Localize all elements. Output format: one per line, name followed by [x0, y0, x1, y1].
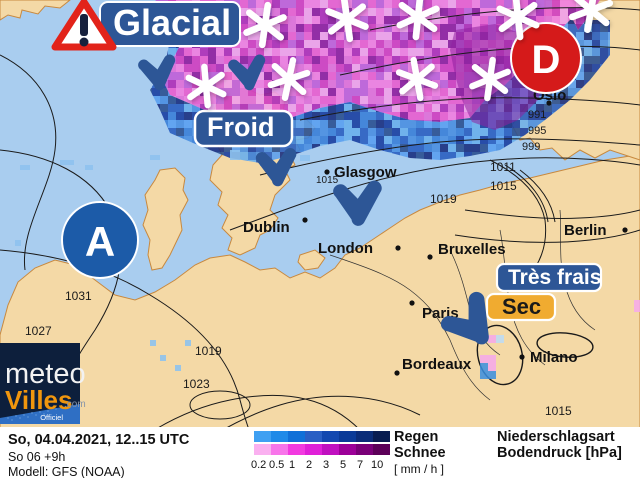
- svg-text:Dublin: Dublin: [243, 219, 290, 236]
- svg-text:3: 3: [323, 459, 329, 471]
- svg-text:Schnee: Schnee: [394, 445, 446, 461]
- svg-text:1031: 1031: [65, 289, 92, 303]
- svg-text:2: 2: [306, 459, 312, 471]
- svg-text:1: 1: [289, 459, 295, 471]
- svg-text:Modell: GFS (NOAA): Modell: GFS (NOAA): [8, 465, 125, 478]
- svg-text:10: 10: [371, 459, 383, 471]
- svg-text:991: 991: [528, 109, 546, 121]
- svg-text:Très frais: Très frais: [508, 266, 601, 289]
- svg-text:7: 7: [357, 459, 363, 471]
- svg-text:1015: 1015: [490, 179, 517, 193]
- svg-text:[ mm / h ]: [ mm / h ]: [394, 462, 444, 476]
- svg-text:So 06 +9h: So 06 +9h: [8, 450, 65, 464]
- svg-text:Bruxelles: Bruxelles: [438, 241, 506, 258]
- svg-text:Villes: Villes: [5, 385, 72, 415]
- svg-text:5: 5: [340, 459, 346, 471]
- svg-text:London: London: [318, 240, 373, 257]
- svg-text:995: 995: [528, 125, 546, 137]
- svg-text:1027: 1027: [25, 324, 52, 338]
- svg-text:0.5: 0.5: [269, 459, 284, 471]
- svg-text:Froid: Froid: [207, 112, 275, 142]
- svg-text:999: 999: [522, 141, 540, 153]
- svg-text:Bordeaux: Bordeaux: [402, 356, 472, 373]
- svg-text:1019: 1019: [195, 344, 222, 358]
- svg-text:1019: 1019: [430, 192, 457, 206]
- svg-text:Niederschlagsart: Niederschlagsart: [497, 429, 615, 445]
- svg-text:Berlin: Berlin: [564, 222, 607, 239]
- svg-text:1023: 1023: [183, 377, 210, 391]
- svg-text:A: A: [85, 218, 115, 265]
- svg-text:Glasgow: Glasgow: [334, 164, 397, 181]
- svg-text:1011: 1011: [490, 160, 516, 174]
- svg-text:D: D: [532, 38, 561, 82]
- svg-text:0.2: 0.2: [251, 459, 266, 471]
- svg-text:So, 04.04.2021, 12..15 UTC: So, 04.04.2021, 12..15 UTC: [8, 432, 190, 448]
- svg-text:Regen: Regen: [394, 429, 438, 445]
- svg-text:Sec: Sec: [502, 294, 541, 319]
- svg-text:Milano: Milano: [530, 349, 578, 366]
- svg-text:.com: .com: [64, 399, 86, 410]
- svg-text:Glacial: Glacial: [113, 2, 231, 43]
- svg-text:Bodendruck [hPa]: Bodendruck [hPa]: [497, 445, 622, 461]
- svg-text:1015: 1015: [545, 404, 572, 418]
